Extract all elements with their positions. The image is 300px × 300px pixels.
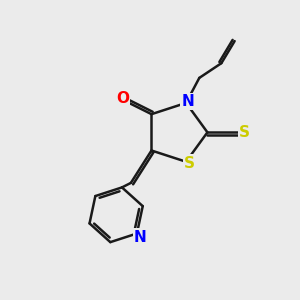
Text: N: N xyxy=(134,230,147,244)
Text: O: O xyxy=(116,91,129,106)
Text: S: S xyxy=(239,125,250,140)
Text: N: N xyxy=(181,94,194,109)
Text: S: S xyxy=(184,156,195,171)
